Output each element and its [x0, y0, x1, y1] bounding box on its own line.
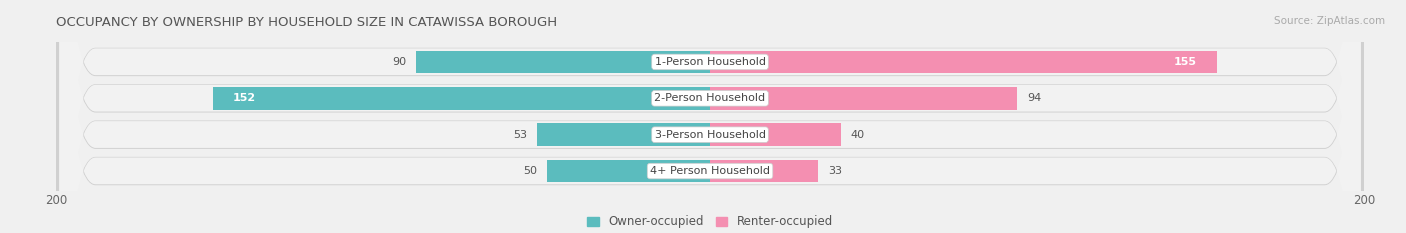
Bar	[710, 51, 1216, 73]
Bar	[416, 51, 710, 73]
Bar	[537, 123, 710, 146]
Text: 40: 40	[851, 130, 865, 140]
Text: 33: 33	[828, 166, 842, 176]
FancyBboxPatch shape	[56, 0, 1364, 233]
Bar	[214, 87, 710, 110]
Text: 1-Person Household: 1-Person Household	[655, 57, 765, 67]
FancyBboxPatch shape	[59, 0, 1361, 233]
FancyBboxPatch shape	[59, 0, 1361, 233]
FancyBboxPatch shape	[56, 0, 1364, 233]
Text: 155: 155	[1174, 57, 1197, 67]
FancyBboxPatch shape	[59, 0, 1361, 233]
Text: 4+ Person Household: 4+ Person Household	[650, 166, 770, 176]
Legend: Owner-occupied, Renter-occupied: Owner-occupied, Renter-occupied	[582, 210, 838, 233]
Bar	[710, 123, 841, 146]
Bar	[710, 87, 1018, 110]
Bar	[710, 160, 818, 182]
Text: 50: 50	[523, 166, 537, 176]
Text: 2-Person Household: 2-Person Household	[654, 93, 766, 103]
Text: 3-Person Household: 3-Person Household	[655, 130, 765, 140]
Text: 90: 90	[392, 57, 406, 67]
Bar	[547, 160, 710, 182]
FancyBboxPatch shape	[56, 0, 1364, 233]
FancyBboxPatch shape	[56, 0, 1364, 233]
FancyBboxPatch shape	[59, 0, 1361, 233]
Text: OCCUPANCY BY OWNERSHIP BY HOUSEHOLD SIZE IN CATAWISSA BOROUGH: OCCUPANCY BY OWNERSHIP BY HOUSEHOLD SIZE…	[56, 16, 557, 29]
Text: 152: 152	[233, 93, 256, 103]
Text: Source: ZipAtlas.com: Source: ZipAtlas.com	[1274, 16, 1385, 26]
Text: 94: 94	[1028, 93, 1042, 103]
Text: 53: 53	[513, 130, 527, 140]
